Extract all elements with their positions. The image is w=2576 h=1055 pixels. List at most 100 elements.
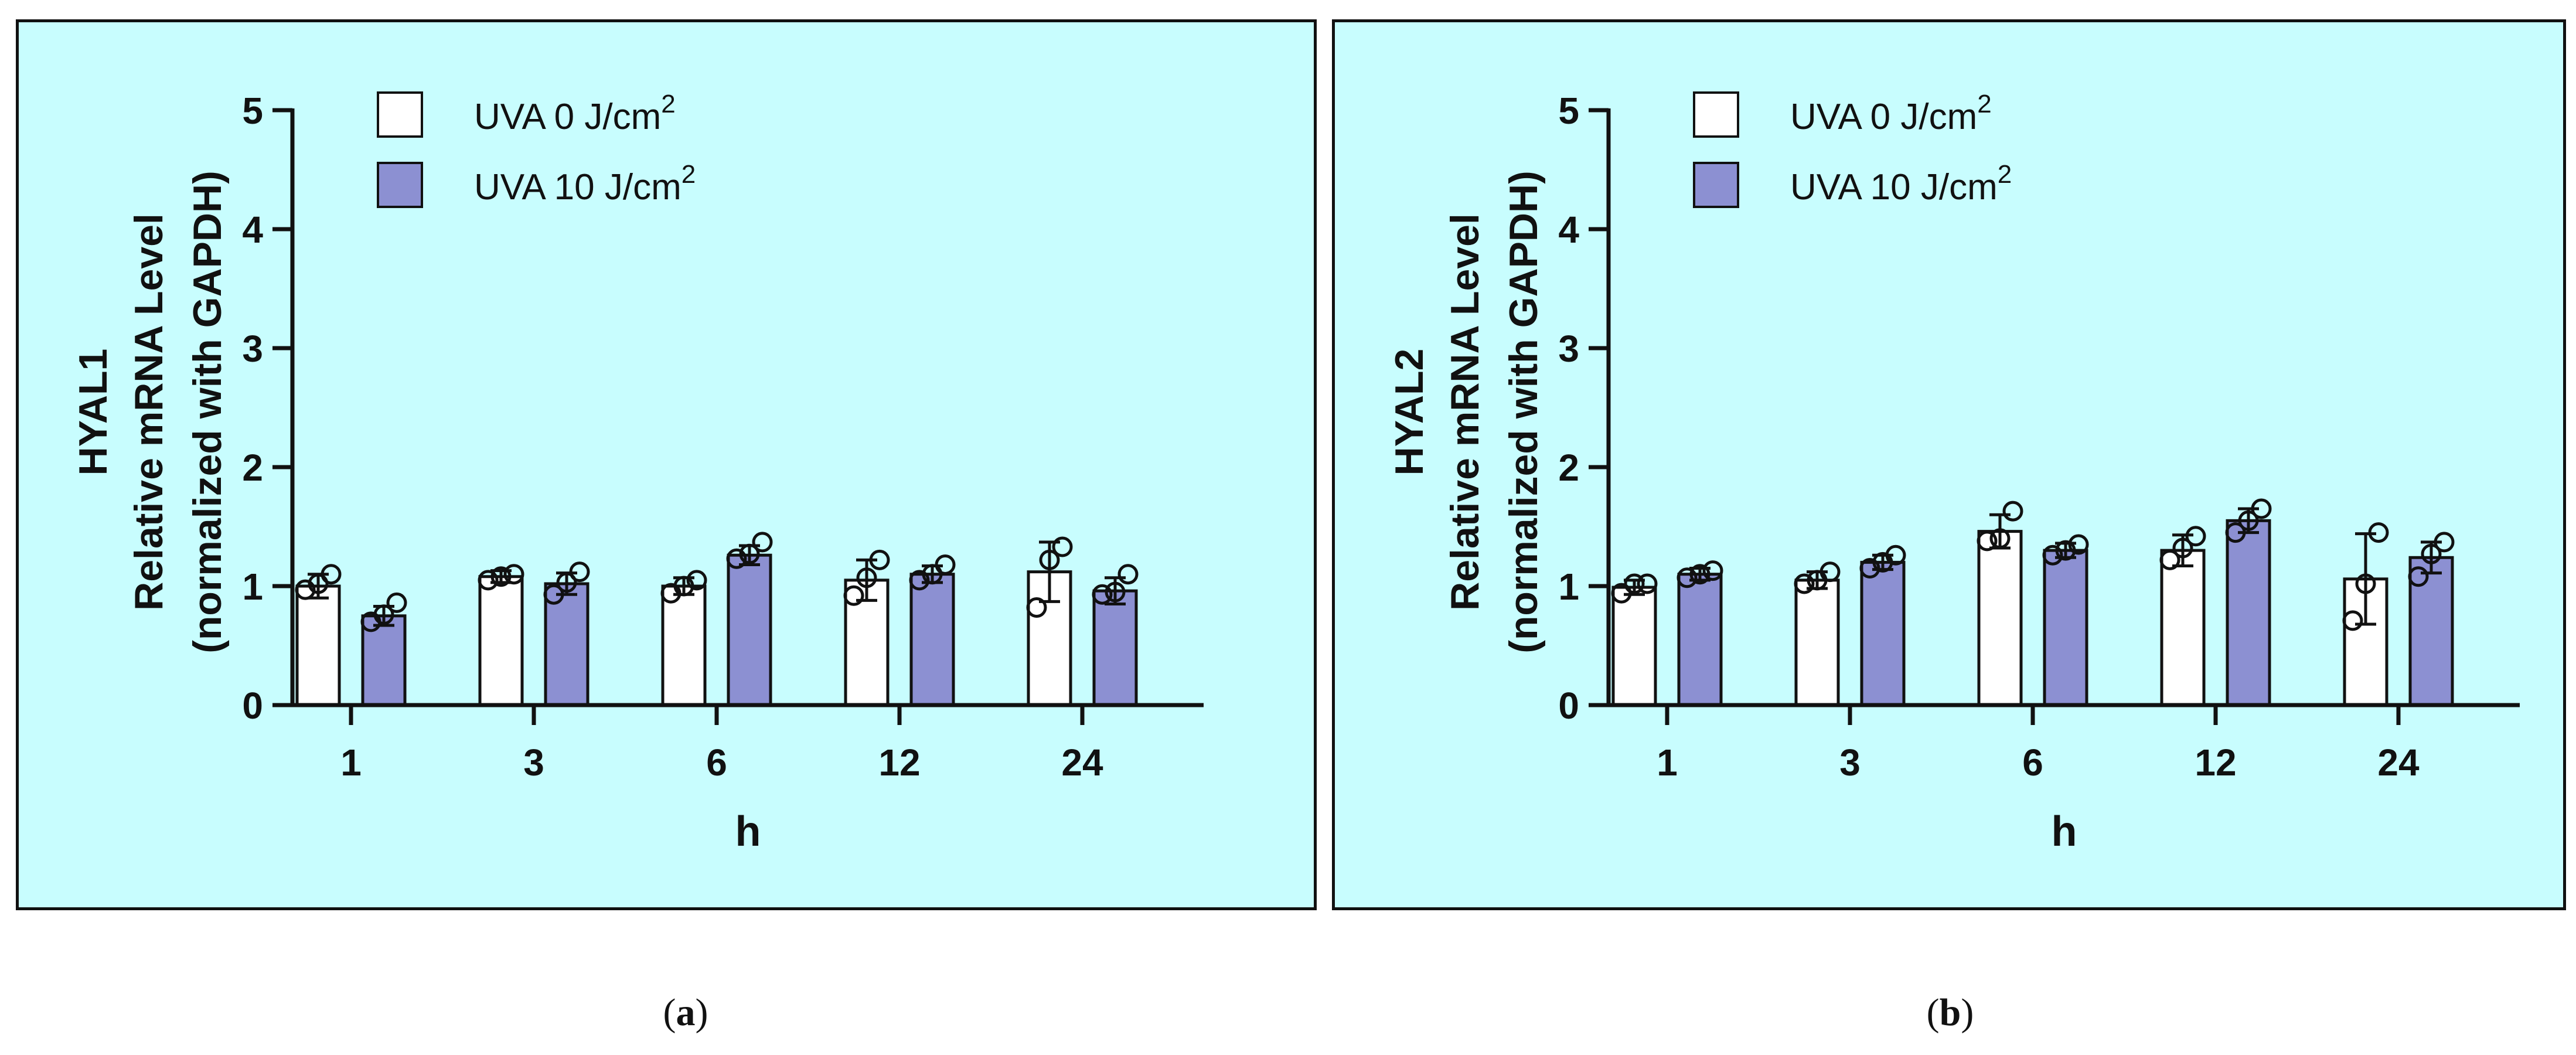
data-point-1-series-1-2 xyxy=(386,592,407,613)
data-point-3-series-1-1 xyxy=(556,572,577,593)
data-point-24-series-0-1 xyxy=(1039,549,1060,570)
x-axis-label: h xyxy=(735,808,761,855)
caption-b-letter: b xyxy=(1939,991,1961,1034)
y-tick-label-5: 5 xyxy=(242,90,263,132)
x-tick-label-3: 3 xyxy=(523,741,544,784)
x-tick-label-6: 6 xyxy=(2022,741,2043,784)
y-tick-label-0: 0 xyxy=(1558,685,1579,727)
bar-12-series-0 xyxy=(2160,549,2206,707)
data-point-12-series-1-0 xyxy=(2225,522,2246,543)
data-point-6-series-0-1 xyxy=(1989,528,2011,549)
data-point-6-series-0-1 xyxy=(673,576,694,597)
caption-b: (b) xyxy=(1926,991,1974,1034)
legend-label-0-superscript: 2 xyxy=(1977,90,1991,118)
y-tick-label-3: 3 xyxy=(242,328,263,370)
bar-1-series-0 xyxy=(295,584,341,707)
legend-swatch-1 xyxy=(377,162,423,208)
bar-24-series-1 xyxy=(1092,589,1138,707)
data-point-3-series-0-0 xyxy=(1794,573,1815,594)
data-point-1-series-0-1 xyxy=(1624,573,1645,594)
x-tick-label-12: 12 xyxy=(878,741,920,784)
bar-12-series-1 xyxy=(2226,519,2271,707)
y-tick-label-4: 4 xyxy=(242,209,263,251)
x-tick-label-24: 24 xyxy=(2377,741,2420,784)
data-point-1-series-1-0 xyxy=(1677,567,1698,588)
data-point-24-series-1-0 xyxy=(2408,566,2429,587)
data-point-12-series-1-2 xyxy=(2251,498,2272,519)
data-point-12-series-1-1 xyxy=(2238,510,2259,531)
y-axis-label-line-0: HYAL2 xyxy=(1387,349,1432,476)
data-point-12-series-0-2 xyxy=(2185,526,2206,547)
data-point-3-series-1-2 xyxy=(1885,544,1906,566)
data-point-24-series-1-1 xyxy=(2421,543,2442,564)
data-point-24-series-0-1 xyxy=(2355,573,2376,594)
data-point-3-series-1-2 xyxy=(569,561,590,583)
y-tick-label-2: 2 xyxy=(242,447,263,489)
legend-label-0-text: UVA 0 J/cm xyxy=(474,97,661,137)
data-point-1-series-0-2 xyxy=(321,564,342,585)
bar-12-series-1 xyxy=(909,573,955,707)
data-point-6-series-1-1 xyxy=(739,543,760,564)
legend-label-0-text: UVA 0 J/cm xyxy=(1790,97,1977,137)
data-point-1-series-0-1 xyxy=(308,573,329,594)
y-tick-label-5: 5 xyxy=(1558,90,1579,132)
y-tick-label-0: 0 xyxy=(242,685,263,727)
data-point-24-series-0-0 xyxy=(2342,610,2363,631)
data-point-3-series-0-2 xyxy=(503,564,524,585)
legend-label-1: UVA 10 J/cm2 xyxy=(474,160,696,207)
caption-a: (a) xyxy=(663,991,708,1034)
bar-6-series-0 xyxy=(661,584,707,707)
legend-label-1: UVA 10 J/cm2 xyxy=(1790,160,2012,207)
data-point-6-series-1-1 xyxy=(2055,540,2076,561)
caption-a-letter: a xyxy=(676,991,696,1034)
y-axis-label-line-2: (normalized with GAPDH) xyxy=(185,171,230,654)
data-point-24-series-1-2 xyxy=(2434,532,2455,553)
data-point-24-series-1-2 xyxy=(1117,564,1139,585)
data-point-24-series-1-1 xyxy=(1105,581,1126,603)
legend-swatch-0 xyxy=(377,91,423,138)
bar-6-series-0 xyxy=(1977,530,2023,707)
x-tick-label-6: 6 xyxy=(706,741,727,784)
data-point-1-series-1-2 xyxy=(1702,560,1723,581)
data-point-6-series-1-0 xyxy=(726,548,747,569)
bar-6-series-1 xyxy=(2043,549,2088,707)
data-point-6-series-1-2 xyxy=(2068,534,2089,555)
data-point-3-series-1-0 xyxy=(1859,558,1880,579)
data-point-24-series-0-2 xyxy=(1052,536,1073,557)
bar-1-series-1 xyxy=(1677,573,1723,707)
data-point-1-series-1-1 xyxy=(1689,564,1710,585)
data-point-1-series-0-0 xyxy=(1611,583,1632,604)
x-axis-label: h xyxy=(2052,808,2077,855)
data-point-3-series-1-0 xyxy=(543,584,564,605)
y-axis-label-line-1: Relative mRNA Level xyxy=(1443,213,1487,611)
data-point-12-series-1-0 xyxy=(909,570,930,591)
y-tick-label-1: 1 xyxy=(1558,566,1579,608)
data-point-24-series-0-0 xyxy=(1026,597,1047,618)
y-tick-label-2: 2 xyxy=(1558,447,1579,489)
data-point-24-series-0-2 xyxy=(2368,522,2389,543)
chart-panel-hyal2: 0 1 2 3 4 5 1 3 6 12 24 h HYAL2 Relative mRNA Level (n… xyxy=(1332,19,2566,910)
data-point-12-series-0-2 xyxy=(869,549,890,570)
data-point-6-series-1-0 xyxy=(2042,544,2063,566)
y-axis-label-line-1: Relative mRNA Level xyxy=(127,213,171,611)
y-tick-label-3: 3 xyxy=(1558,328,1579,370)
legend-label-0: UVA 0 J/cm2 xyxy=(1790,90,1992,137)
data-point-1-series-1-1 xyxy=(373,604,394,625)
data-point-3-series-0-1 xyxy=(490,566,512,587)
x-tick-label-1: 1 xyxy=(1657,741,1678,784)
legend-label-0: UVA 0 J/cm2 xyxy=(474,90,676,137)
legend-swatch-0 xyxy=(1693,91,1739,138)
x-tick-label-1: 1 xyxy=(340,741,362,784)
y-tick-label-4: 4 xyxy=(1558,209,1579,251)
data-point-1-series-0-2 xyxy=(1637,573,1658,594)
x-tick-label-24: 24 xyxy=(1061,741,1103,784)
chart-panel-hyal1: 0 1 2 3 4 5 1 3 6 12 24 h HYAL1 Relative mRNA Level (n… xyxy=(16,19,1317,910)
bar-1-series-0 xyxy=(1611,586,1657,707)
data-point-3-series-0-0 xyxy=(478,570,499,591)
data-point-12-series-1-1 xyxy=(922,564,943,585)
data-point-3-series-0-2 xyxy=(1819,561,1841,583)
